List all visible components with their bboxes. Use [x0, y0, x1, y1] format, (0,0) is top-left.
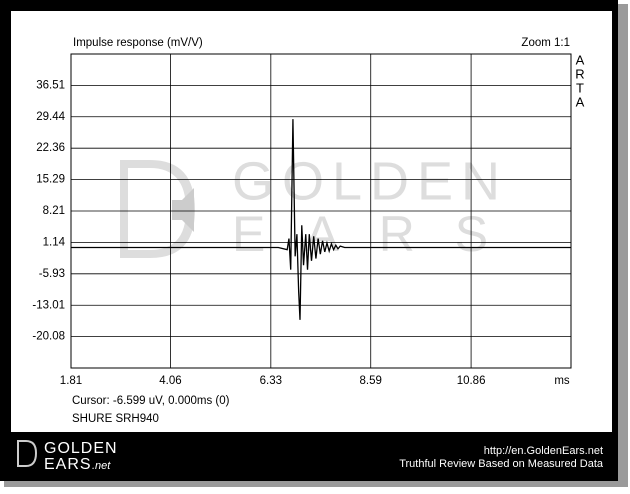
x-tick-label: 6.33	[260, 375, 282, 387]
logo-icon	[17, 440, 38, 467]
watermark: GOLDEN EARS	[120, 151, 528, 262]
y-tick-label: 29.44	[36, 111, 65, 123]
y-tick-label: 36.51	[36, 79, 65, 91]
y-tick-label: 8.21	[43, 205, 65, 217]
x-tick-label: 10.86	[457, 375, 486, 387]
footer-tagline: Truthful Review Based on Measured Data	[399, 458, 604, 470]
y-tick-label: -20.08	[32, 331, 65, 343]
y-tick-label: -5.93	[39, 268, 65, 280]
footer-logo: GOLDEN EARS .net	[17, 440, 118, 473]
watermark-text: GOLDEN	[232, 151, 508, 211]
watermark-text: EARS	[232, 206, 528, 262]
watermark-icon	[120, 160, 195, 258]
logo-text: .net	[92, 460, 111, 472]
y-tick-label: 15.29	[36, 174, 65, 186]
footer-url[interactable]: http://en.GoldenEars.net	[484, 445, 603, 457]
y-tick-label: -13.01	[32, 299, 65, 311]
line-series	[71, 119, 571, 320]
side-label: A	[576, 94, 585, 109]
device-name: SHURE SRH940	[72, 413, 159, 425]
zoom-label: Zoom 1:1	[521, 37, 570, 49]
side-label: T	[576, 80, 584, 95]
panel	[11, 11, 612, 432]
side-label: A	[576, 52, 585, 67]
y-tick-label: 1.14	[43, 236, 66, 248]
chart-title: Impulse response (mV/V)	[73, 37, 203, 49]
logo-text: EARS	[44, 456, 92, 473]
x-tick-label: 1.81	[60, 375, 82, 387]
cursor-readout: Cursor: -6.599 uV, 0.000ms (0)	[72, 395, 230, 407]
y-tick-label: 22.36	[36, 142, 65, 154]
logo-text: GOLDEN	[44, 440, 118, 457]
x-tick-label: 4.06	[159, 375, 181, 387]
speaker-icon	[172, 188, 194, 232]
side-label: R	[575, 66, 584, 81]
x-tick-label: 8.59	[360, 375, 382, 387]
x-axis-label: ms	[554, 375, 570, 387]
